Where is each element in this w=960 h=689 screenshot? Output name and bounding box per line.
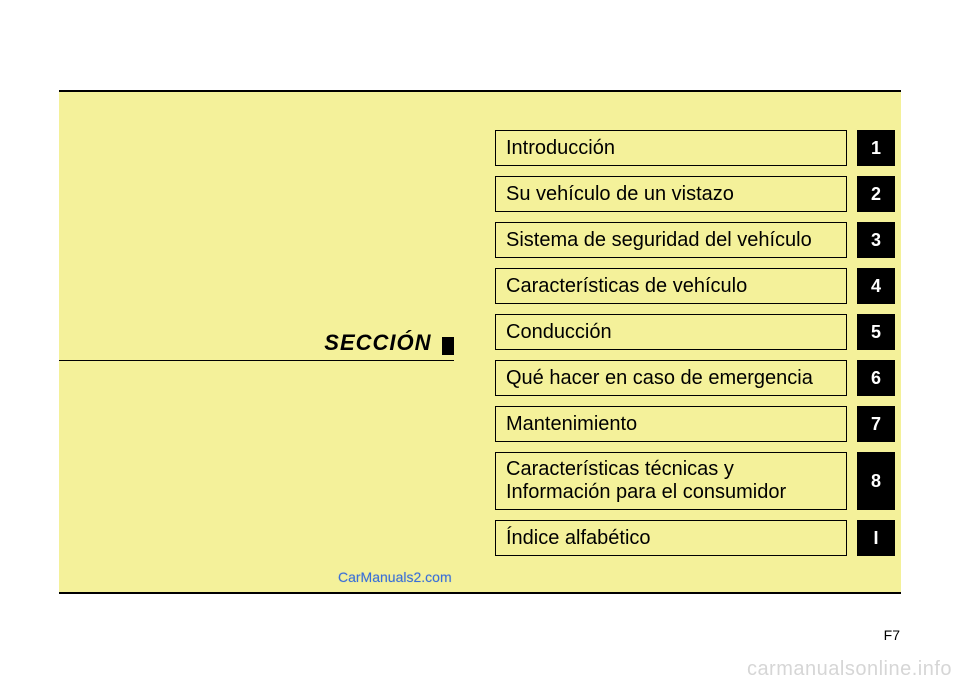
toc-badge: 6 xyxy=(857,360,895,396)
section-underline xyxy=(59,360,454,361)
toc-badge: 3 xyxy=(857,222,895,258)
watermark-carmanuals2: CarManuals2.com xyxy=(338,569,452,585)
page: SECCIÓN Introducción 1 Su vehículo de un… xyxy=(0,0,960,689)
toc-title: Qué hacer en caso de emergencia xyxy=(495,360,847,396)
toc-row: Índice alfabético I xyxy=(495,520,895,556)
section-heading-wrap: SECCIÓN xyxy=(59,330,454,361)
toc-badge: 1 xyxy=(857,130,895,166)
section-marker-icon xyxy=(442,337,454,355)
watermark-carmanualsonline: carmanualsonline.info xyxy=(747,658,952,681)
toc-badge: 4 xyxy=(857,268,895,304)
toc-title: Sistema de seguridad del vehículo xyxy=(495,222,847,258)
toc-badge: 2 xyxy=(857,176,895,212)
toc-row: Características de vehículo 4 xyxy=(495,268,895,304)
toc-title: Su vehículo de un vistazo xyxy=(495,176,847,212)
toc-row: Sistema de seguridad del vehículo 3 xyxy=(495,222,895,258)
toc-row: Qué hacer en caso de emergencia 6 xyxy=(495,360,895,396)
toc-badge: 5 xyxy=(857,314,895,350)
toc-row: Su vehículo de un vistazo 2 xyxy=(495,176,895,212)
toc-row: Introducción 1 xyxy=(495,130,895,166)
toc-list: Introducción 1 Su vehículo de un vistazo… xyxy=(495,130,895,566)
toc-badge: I xyxy=(857,520,895,556)
page-number: F7 xyxy=(884,627,900,643)
toc-row: Mantenimiento 7 xyxy=(495,406,895,442)
toc-title: Características técnicas y Información p… xyxy=(495,452,847,510)
toc-row: Conducción 5 xyxy=(495,314,895,350)
toc-title: Características de vehículo xyxy=(495,268,847,304)
section-heading: SECCIÓN xyxy=(324,330,431,355)
toc-row: Características técnicas y Información p… xyxy=(495,452,895,510)
toc-badge: 7 xyxy=(857,406,895,442)
toc-title: Introducción xyxy=(495,130,847,166)
toc-title: Índice alfabético xyxy=(495,520,847,556)
content-panel: SECCIÓN Introducción 1 Su vehículo de un… xyxy=(59,90,901,594)
toc-badge: 8 xyxy=(857,452,895,510)
toc-title: Mantenimiento xyxy=(495,406,847,442)
toc-title: Conducción xyxy=(495,314,847,350)
